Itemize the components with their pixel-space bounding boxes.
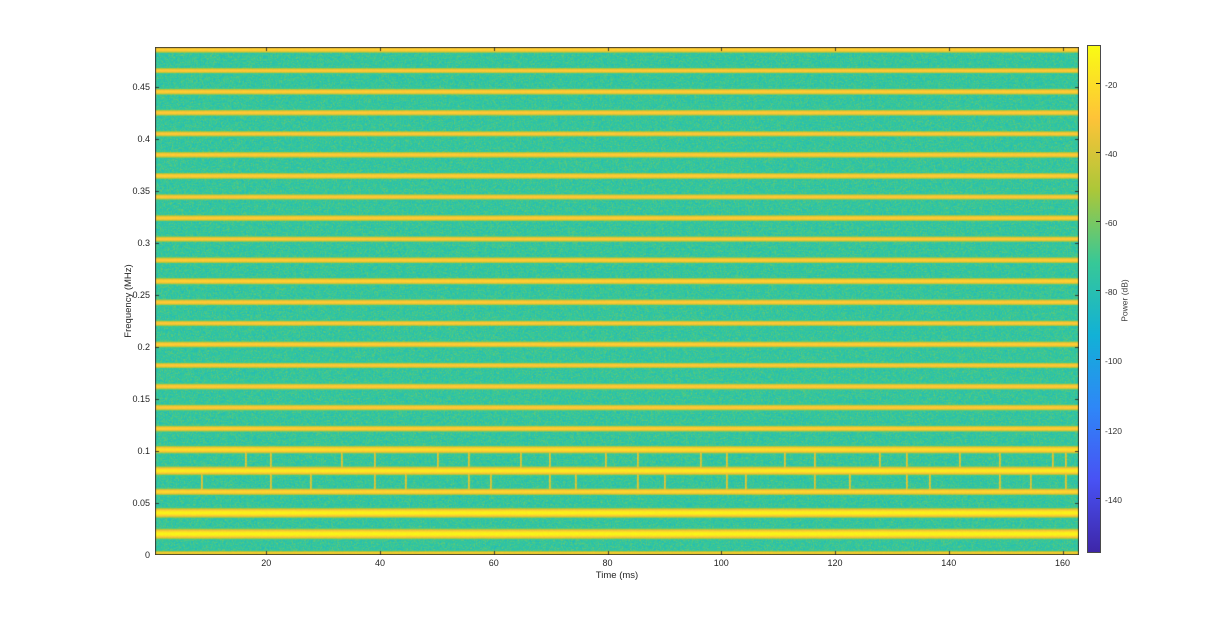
x-axis-label: Time (ms) [595, 570, 639, 581]
x-tick-label: 120 [827, 558, 843, 568]
colorbar [1087, 45, 1101, 553]
y-tick-label: 0 [144, 550, 150, 560]
y-tick-label: 0.25 [132, 290, 150, 301]
colorbar-tick-mark [1096, 497, 1100, 499]
colorbar-tick-mark [1096, 290, 1100, 292]
y-tick-label: 0.35 [132, 186, 150, 197]
y-tick-label: 0.45 [132, 82, 150, 93]
colorbar-tick-label: -60 [1105, 218, 1118, 229]
colorbar-tick-mark [1096, 83, 1100, 84]
y-tick-label: 0.15 [132, 394, 150, 404]
x-tick-label: 40 [374, 558, 385, 568]
x-tick-label: 60 [488, 558, 499, 568]
colorbar-tick-mark [1096, 428, 1100, 430]
x-tick-label: 100 [713, 558, 729, 568]
spectrogram-plot-area [155, 47, 1079, 555]
colorbar-tick-label: -140 [1105, 494, 1123, 505]
y-tick-label: 0.1 [137, 446, 150, 456]
colorbar-tick-mark [1096, 152, 1100, 154]
colorbar-tick-label: -80 [1105, 287, 1118, 298]
x-tick-label: 20 [261, 558, 272, 568]
x-tick-label: 140 [941, 558, 957, 568]
y-tick-label: 0.3 [137, 238, 150, 249]
y-tick-label: 0.05 [132, 498, 150, 508]
y-tick-label: 0.2 [137, 342, 150, 353]
x-tick-label: 80 [602, 558, 613, 568]
colorbar-tick-label: -40 [1105, 149, 1118, 160]
colorbar-tick-label: -100 [1105, 356, 1123, 367]
colorbar-tick-label: -120 [1105, 425, 1123, 436]
colorbar-tick-mark [1096, 359, 1100, 361]
y-tick-label: 0.4 [137, 134, 150, 145]
x-tick-label: 160 [1054, 558, 1071, 568]
colorbar-tick-label: -20 [1105, 80, 1118, 90]
colorbar-label: Power (dB) [1119, 279, 1130, 322]
colorbar-tick-mark [1096, 221, 1100, 223]
